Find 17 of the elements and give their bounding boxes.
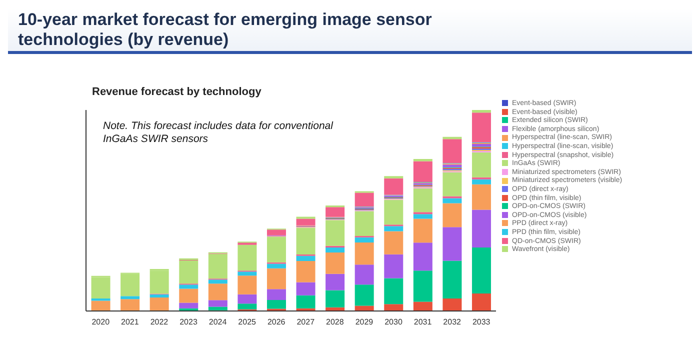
annotation: Note. This forecast includes data for conventional InGaAs SWIR sensors xyxy=(103,120,333,146)
x-tick-label: 2029 xyxy=(355,318,374,327)
chart-subtitle: Revenue forecast by technology xyxy=(92,86,262,98)
x-tick-label: 2031 xyxy=(414,318,432,327)
x-tick-label: 2024 xyxy=(208,318,228,327)
x-tick-label: 2023 xyxy=(180,318,198,327)
x-tick-label: 2028 xyxy=(326,318,344,327)
x-tick-label: 2020 xyxy=(92,318,110,327)
x-tick-label: 2021 xyxy=(121,318,140,327)
x-tick-label: 2032 xyxy=(443,318,462,327)
x-tick-label: 2025 xyxy=(238,318,257,327)
x-tick-label: 2026 xyxy=(267,318,286,327)
x-tick-label: 2022 xyxy=(150,318,169,327)
chart-title: 10-year market forecast for emerging image sensor technologies (by revenue) xyxy=(18,10,433,50)
x-tick-label: 2033 xyxy=(472,318,491,327)
x-tick-label: 2027 xyxy=(296,318,316,327)
x-tick-label: 2030 xyxy=(384,318,403,327)
